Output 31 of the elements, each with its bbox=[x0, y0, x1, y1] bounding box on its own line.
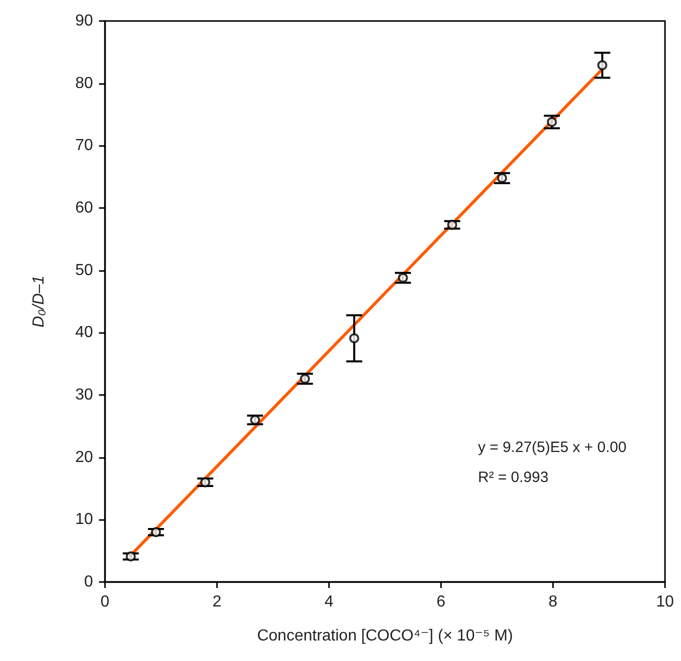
y-tick-label: 60 bbox=[75, 200, 94, 216]
y-tick-label: 70 bbox=[75, 137, 94, 154]
y-tick-label: 20 bbox=[75, 448, 94, 466]
point bbox=[126, 551, 136, 562]
point bbox=[447, 220, 458, 230]
y-tick-label: 0 bbox=[84, 574, 94, 590]
y-tick-label: 50 bbox=[75, 262, 94, 279]
annotation: y = 9.27(5)E5 x + 0.00 bbox=[478, 439, 626, 456]
x-tick-label: 2 bbox=[212, 594, 222, 610]
y-tick-label: 30 bbox=[75, 386, 94, 404]
point bbox=[349, 333, 360, 344]
x-tick-label: 8 bbox=[548, 594, 558, 610]
point bbox=[546, 116, 557, 127]
point bbox=[497, 173, 508, 184]
x-tick-label: 6 bbox=[436, 594, 446, 610]
y-tick-label: 80 bbox=[75, 74, 94, 92]
point bbox=[200, 477, 210, 488]
point bbox=[250, 414, 260, 425]
point bbox=[300, 374, 310, 384]
x-tick-label: 4 bbox=[324, 594, 334, 610]
annotation: R² = 0.993 bbox=[478, 469, 548, 486]
point bbox=[150, 527, 161, 538]
y-tick-label: 40 bbox=[75, 324, 94, 342]
x-axis-title: Concentration [COCO⁴⁻] (× 10⁻⁵ M) bbox=[257, 628, 513, 644]
y-axis-title: D₀/D–1 bbox=[30, 275, 48, 328]
y-tick-label: 10 bbox=[75, 511, 94, 528]
point bbox=[398, 272, 408, 283]
y-tick-label: 90 bbox=[75, 12, 94, 30]
point bbox=[597, 60, 608, 70]
x-tick-label: 0 bbox=[100, 594, 110, 610]
x-tick-label: 10 bbox=[656, 594, 674, 610]
